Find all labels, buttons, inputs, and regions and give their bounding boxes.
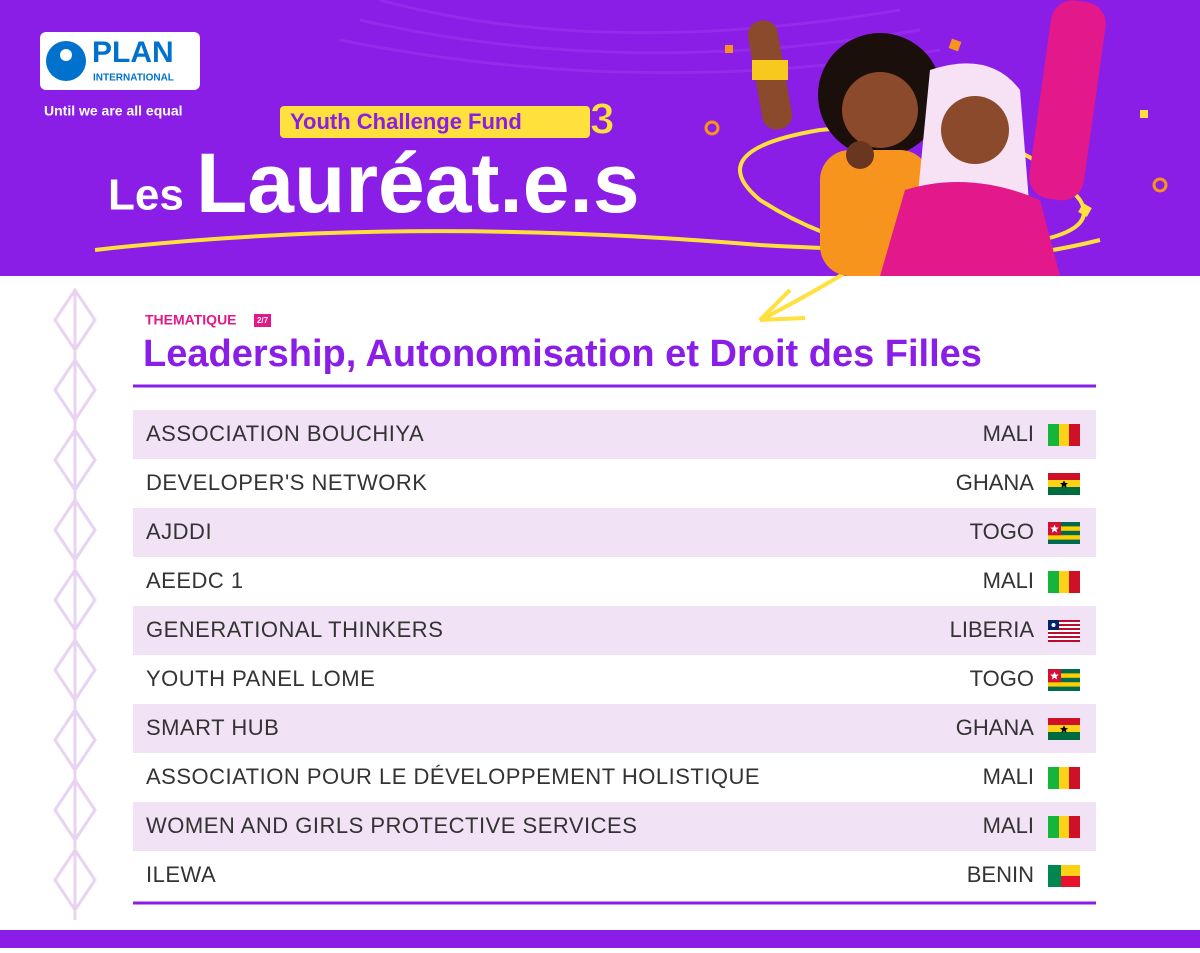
- flag: [1048, 669, 1080, 691]
- organization: YOUTH PANEL LOME: [146, 666, 375, 691]
- side-pattern: [53, 287, 97, 920]
- organization: DEVELOPER'S NETWORK: [146, 470, 427, 495]
- title-prefix: Les: [108, 171, 184, 220]
- organization: AJDDI: [146, 519, 212, 544]
- organization: AEEDC 1: [146, 568, 244, 593]
- table: ASSOCIATION BOUCHIYA MALI DEVELOPER'S NETW…: [133, 410, 1096, 887]
- logo-mark-head: [60, 49, 72, 61]
- logo-name: PLAN: [92, 36, 174, 69]
- theme-label: THEMATIQUE: [145, 312, 237, 328]
- organization: ASSOCIATION POUR LE DÉVELOPPEMENT HOLIST…: [146, 764, 760, 789]
- flag: [1048, 865, 1080, 887]
- country: MALI: [983, 764, 1034, 789]
- row-band: [133, 508, 1096, 557]
- country: TOGO: [970, 666, 1034, 691]
- fund-name: Youth Challenge Fund: [290, 109, 522, 134]
- organization: SMART HUB: [146, 715, 279, 740]
- country: MALI: [983, 568, 1034, 593]
- theme-title: Leadership, Autonomisation et Droit des …: [143, 333, 982, 375]
- country: MALI: [983, 813, 1034, 838]
- flag: [1048, 522, 1080, 544]
- flag: [1048, 816, 1080, 838]
- fund-edition: 3: [590, 95, 614, 144]
- organization: ASSOCIATION BOUCHIYA: [146, 421, 424, 446]
- logo-subtitle: INTERNATIONAL: [93, 73, 174, 84]
- row-band: [133, 606, 1096, 655]
- country: MALI: [983, 421, 1034, 446]
- row-band: [133, 802, 1096, 851]
- flag: [1048, 571, 1080, 593]
- row-band: [133, 410, 1096, 459]
- flag: [1048, 718, 1080, 740]
- flag: [1048, 767, 1080, 789]
- country: GHANA: [956, 715, 1035, 740]
- logo-box: [40, 32, 200, 90]
- country: BENIN: [967, 862, 1034, 887]
- country: TOGO: [970, 519, 1034, 544]
- organization: GENERATIONAL THINKERS: [146, 617, 443, 642]
- fund-badge: [280, 106, 590, 138]
- illustration: [704, 0, 1168, 277]
- flag: [1048, 424, 1080, 446]
- swoosh-arrow: [758, 268, 852, 322]
- footer-band: [0, 930, 1200, 948]
- country: GHANA: [956, 470, 1035, 495]
- title-main: Lauréat.e.s: [196, 136, 640, 230]
- row-band: [133, 704, 1096, 753]
- theme-index: 2/7: [257, 316, 269, 325]
- flag: [1048, 473, 1080, 495]
- theme-index-box: [254, 314, 271, 327]
- flag: [1048, 620, 1080, 642]
- organization: WOMEN AND GIRLS PROTECTIVE SERVICES: [146, 813, 637, 838]
- organization: ILEWA: [146, 862, 216, 887]
- country: LIBERIA: [950, 617, 1035, 642]
- tagline: Until we are all equal: [44, 103, 183, 119]
